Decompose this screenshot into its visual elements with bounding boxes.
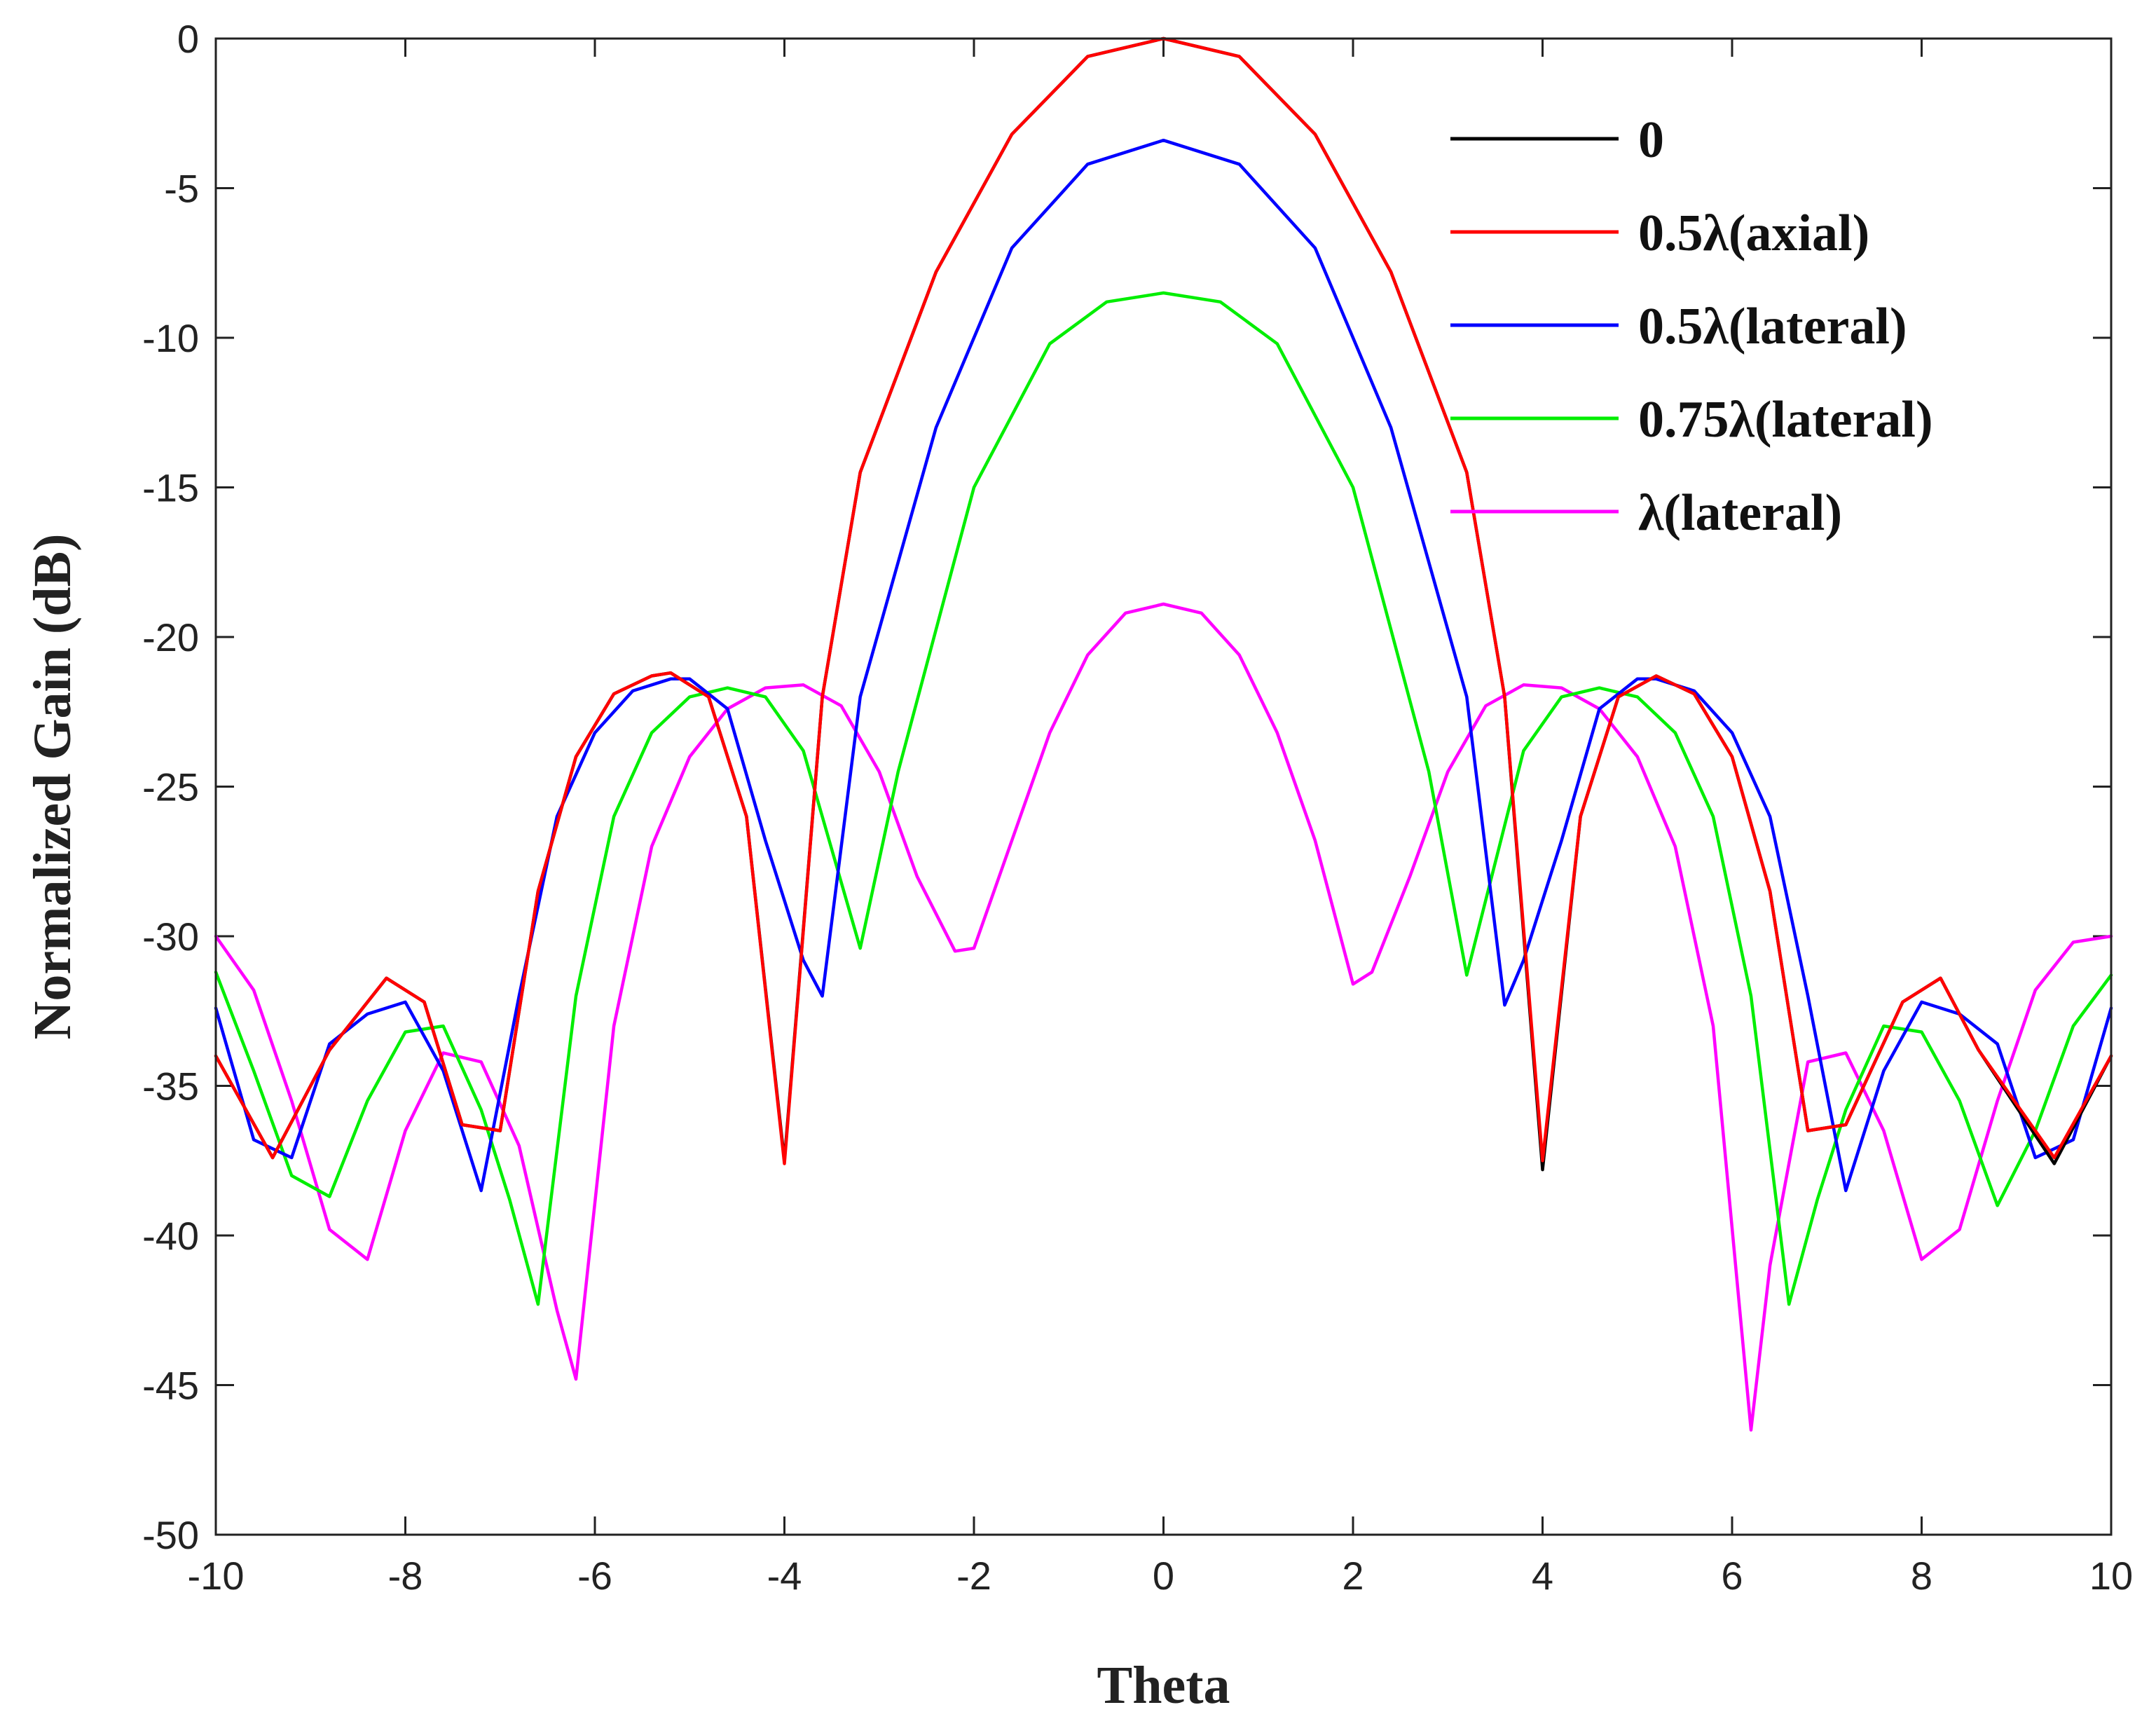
legend-label-0: 0 <box>1638 111 1664 169</box>
y-tick-label: -30 <box>142 915 199 959</box>
y-tick-label: -15 <box>142 466 199 510</box>
plot-series <box>214 36 2113 1432</box>
y-tick-label: -5 <box>164 167 199 211</box>
y-tick-label: -10 <box>142 316 199 360</box>
x-tick-label: 10 <box>2089 1554 2133 1598</box>
y-tick-label: -50 <box>142 1513 199 1557</box>
y-tick-label: -25 <box>142 765 199 809</box>
x-tick-label: -6 <box>577 1554 612 1598</box>
x-tick-label: -8 <box>388 1554 423 1598</box>
legend-label-2: 0.5λ(lateral) <box>1638 298 1907 355</box>
x-axis-title: Theta <box>1097 1656 1230 1715</box>
x-tick-label: -10 <box>188 1554 245 1598</box>
y-tick-label: -35 <box>142 1064 199 1109</box>
y-tick-label: 0 <box>177 17 199 61</box>
y-axis-title: Normalized Gain (dB) <box>23 534 82 1040</box>
legend: 0 0.5λ(axial) 0.5λ(lateral) 0.75λ(lateral) λ… <box>1450 111 1933 542</box>
x-tick-label: -4 <box>767 1554 802 1598</box>
legend-label-3: 0.75λ(lateral) <box>1638 391 1933 448</box>
x-tick-label: 4 <box>1532 1554 1553 1598</box>
y-tick-label: -20 <box>142 615 199 659</box>
y-tick-label: -45 <box>142 1364 199 1408</box>
plot-frame <box>214 37 2113 1536</box>
x-tick-label: 8 <box>1911 1554 1932 1598</box>
x-tick-label: 0 <box>1153 1554 1174 1598</box>
y-tick-label: -40 <box>142 1214 199 1258</box>
axis-ticks: -10 -8 -6 -4 -2 0 2 4 6 8 100-5-10-15-20-25-30-35-… <box>142 17 2133 1598</box>
x-tick-label: -2 <box>956 1554 991 1598</box>
x-tick-label: 2 <box>1342 1554 1364 1598</box>
x-tick-label: 6 <box>1721 1554 1743 1598</box>
series-line-1 <box>214 36 2113 1165</box>
legend-label-1: 0.5λ(axial) <box>1638 205 1869 262</box>
legend-label-4: λ(lateral) <box>1638 484 1842 542</box>
